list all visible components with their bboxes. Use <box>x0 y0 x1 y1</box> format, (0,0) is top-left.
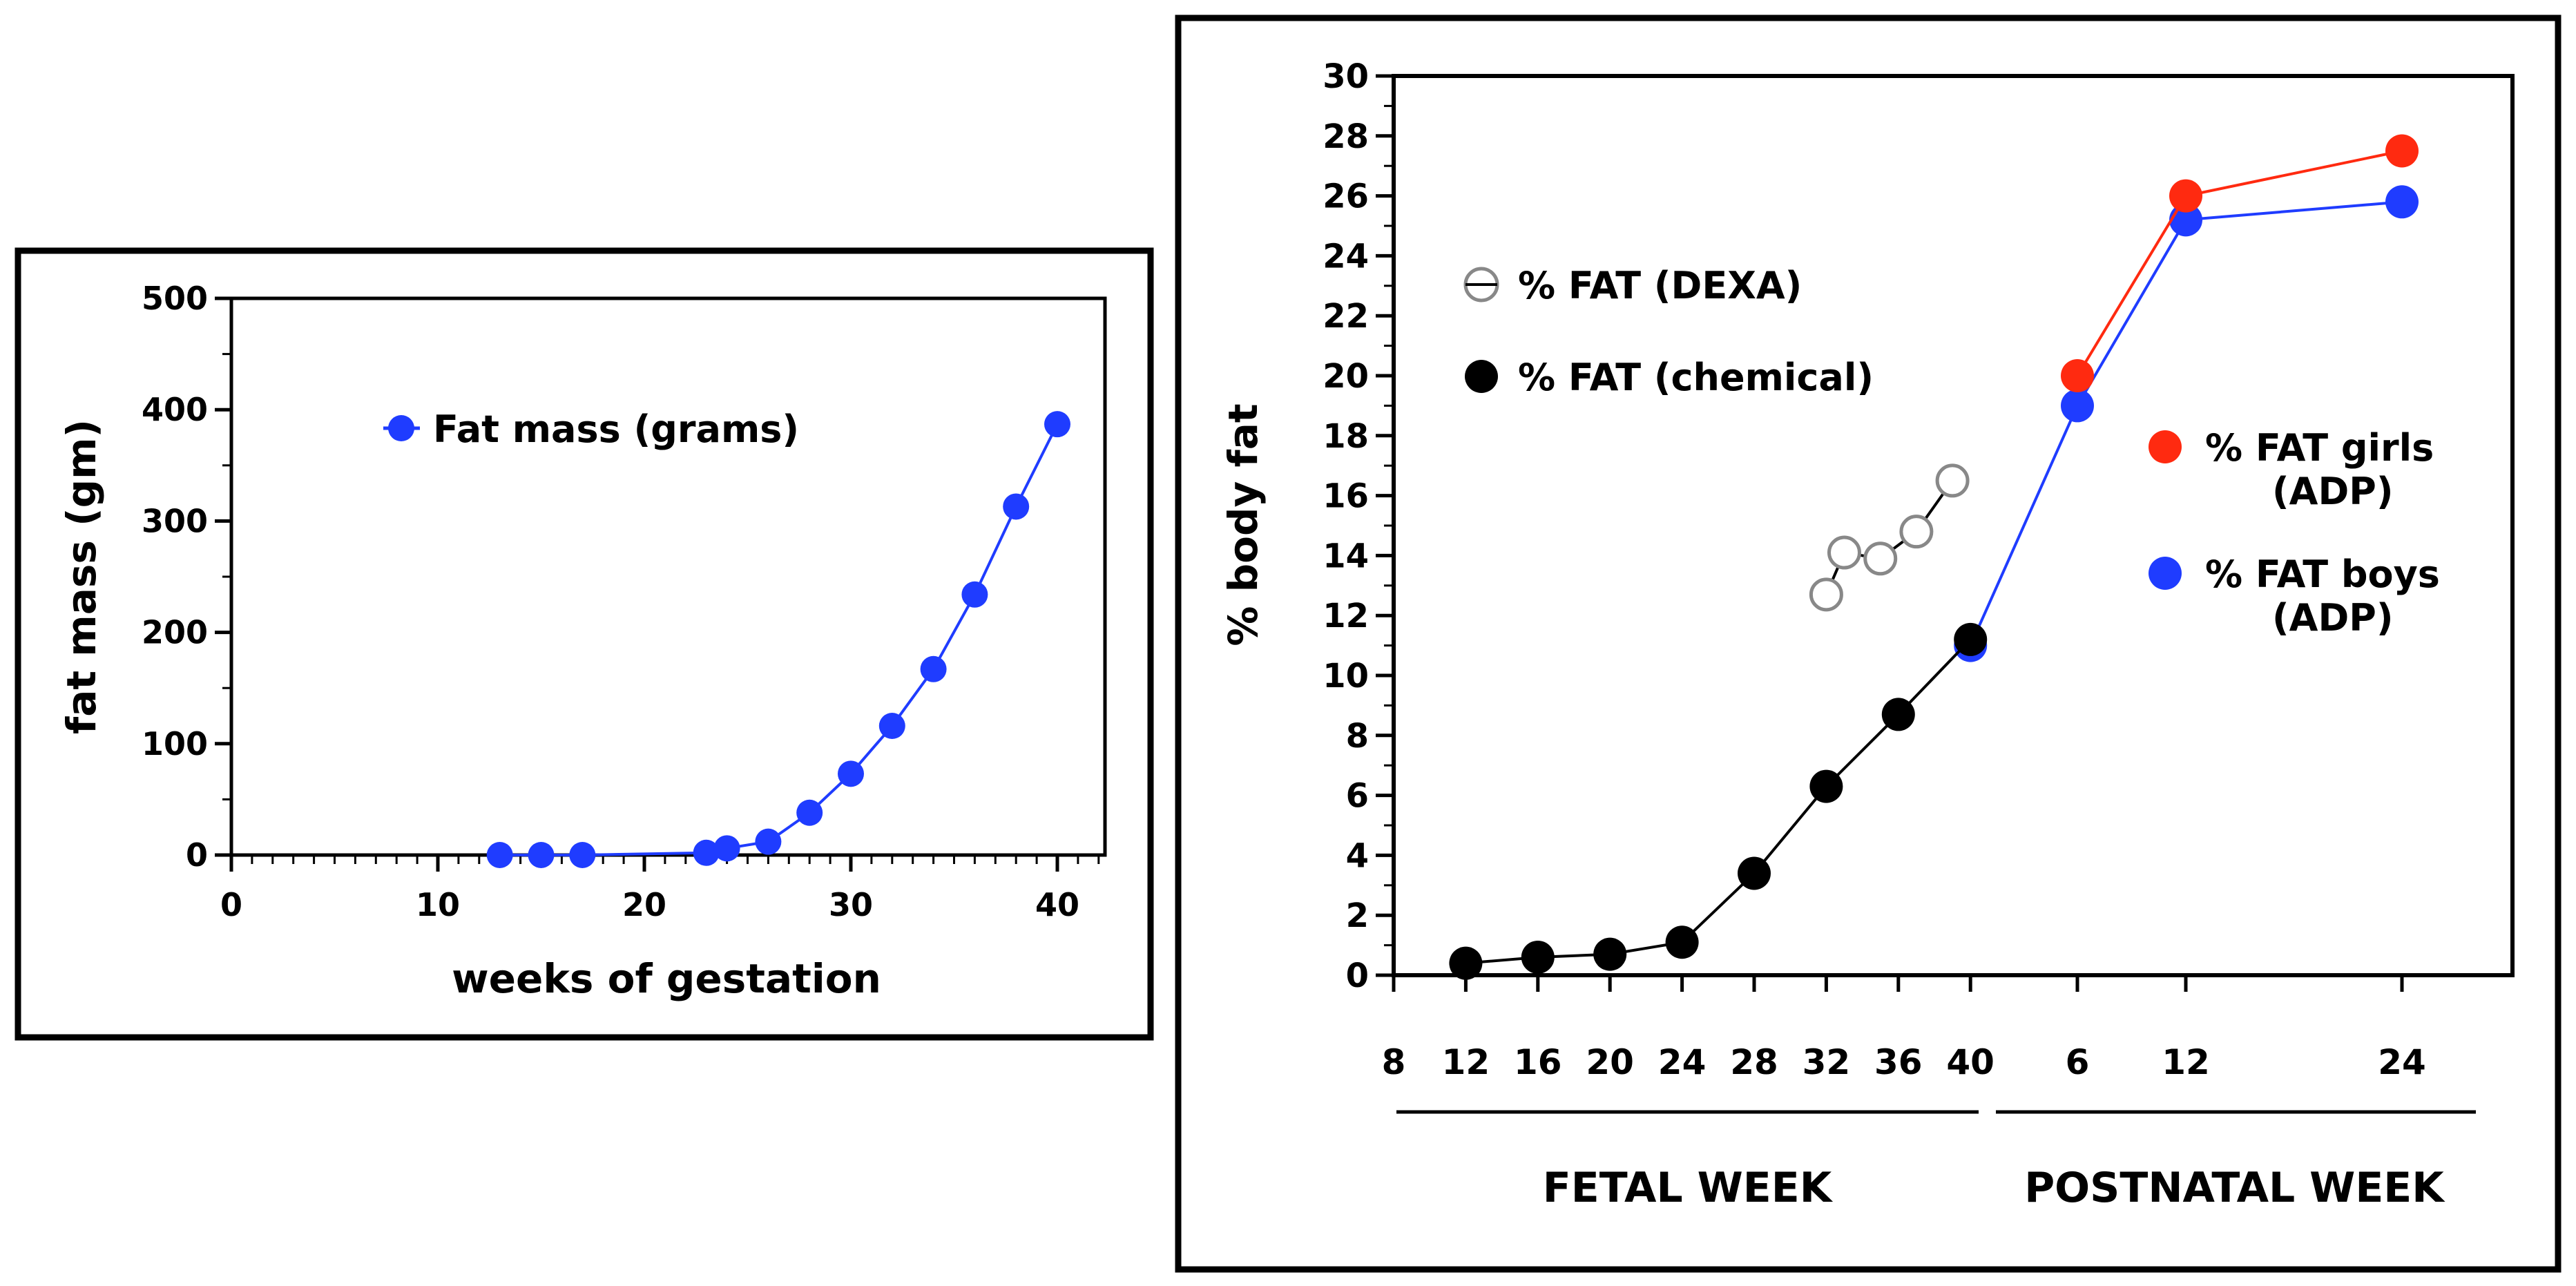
fat-mass-point <box>1003 493 1030 520</box>
fat-mass-legend: Fat mass (grams) <box>383 407 799 451</box>
y-tick-label: 200 <box>142 614 208 651</box>
y-tick-label: 10 <box>1323 657 1369 695</box>
dexa-point <box>1863 541 1898 576</box>
x-tick-label-postnatal: 24 <box>2378 1042 2426 1082</box>
legend-marker-fat-mass <box>388 415 414 441</box>
x-tick-label-fetal: 16 <box>1514 1042 1562 1082</box>
fat-mass-y-label: fat mass (gm) <box>58 419 105 734</box>
y-tick-label: 14 <box>1323 537 1369 575</box>
y-tick-label: 30 <box>1323 57 1369 96</box>
series-point <box>2061 359 2094 392</box>
legend-label-dexa: % FAT (DEXA) <box>1518 264 1802 307</box>
y-tick-label: 0 <box>1346 957 1369 995</box>
legend-label-chemical: % FAT (chemical) <box>1518 356 1874 399</box>
body-fat-legend: % FAT (DEXA) % FAT (chemical) % FAT girl… <box>1463 264 2440 640</box>
series-point <box>2061 389 2094 423</box>
fat-mass-point <box>920 655 947 682</box>
postnatal-week-label: POSTNATAL WEEK <box>2024 1164 2445 1212</box>
fat-mass-point <box>713 835 740 862</box>
legend-label-girls: % FAT girls <box>2205 426 2434 470</box>
y-tick-label: 22 <box>1323 297 1369 336</box>
legend-label-boys-adp: (ADP) <box>2272 596 2394 640</box>
y-tick-label: 100 <box>142 725 208 762</box>
body-fat-series <box>1449 134 2419 980</box>
legend-marker-boys <box>2149 557 2182 590</box>
y-tick-label: 400 <box>142 391 208 428</box>
series-point <box>2385 134 2419 168</box>
y-tick-label: 20 <box>1323 357 1369 396</box>
y-tick-label: 6 <box>1346 777 1369 816</box>
x-tick-label: 20 <box>622 886 666 923</box>
body-fat-panel-frame <box>1175 15 2561 1273</box>
legend-label-fat-mass: Fat mass (grams) <box>433 407 799 451</box>
y-tick-label: 12 <box>1323 597 1369 635</box>
y-tick-label: 8 <box>1346 717 1369 756</box>
x-tick-label-fetal: 32 <box>1803 1042 1851 1082</box>
series-point <box>2385 185 2419 219</box>
legend-label-girls-adp: (ADP) <box>2272 470 2394 513</box>
fat-mass-panel: 0 10 20 30 40 0 100 200 300 400 500 weeks of gest… <box>15 247 1154 1041</box>
fat-mass-point <box>528 842 555 868</box>
legend-label-boys: % FAT boys <box>2205 553 2440 596</box>
x-tick-label-fetal: 20 <box>1586 1042 1634 1082</box>
series-point <box>1521 940 1555 974</box>
y-tick-label: 4 <box>1346 836 1369 875</box>
fat-mass-point <box>693 839 720 866</box>
series-point <box>1738 856 1771 890</box>
fat-mass-point <box>569 842 596 868</box>
fat-mass-series <box>486 411 1070 868</box>
fat-mass-point <box>1044 411 1070 438</box>
fat-mass-point <box>796 799 823 826</box>
y-tick-label: 0 <box>186 836 208 874</box>
fat-mass-point <box>838 760 864 787</box>
x-tick-label-fetal: 36 <box>1874 1042 1923 1082</box>
dexa-point <box>1899 515 1934 549</box>
y-tick-label: 26 <box>1323 177 1369 216</box>
x-tick-label-fetal: 40 <box>1946 1042 1995 1082</box>
series-point <box>1809 769 1843 803</box>
y-tick-label: 500 <box>142 280 208 317</box>
x-tick-label-fetal: 8 <box>1382 1042 1406 1082</box>
x-tick-label: 40 <box>1035 886 1079 923</box>
dexa-point <box>1827 535 1861 570</box>
series-point <box>1954 622 1988 656</box>
y-tick-label: 28 <box>1323 117 1369 156</box>
series-point <box>1449 946 1483 980</box>
x-tick-label: 30 <box>829 886 873 923</box>
body-fat-y-label: % body fat <box>1220 403 1267 646</box>
x-tick-label-fetal: 28 <box>1730 1042 1778 1082</box>
body-fat-x-axis: 8 12 16 20 24 28 32 36 40 6 12 24 <box>1382 975 2426 1082</box>
x-tick-label-postnatal: 12 <box>2162 1042 2210 1082</box>
y-tick-label: 24 <box>1323 237 1369 276</box>
fat-mass-point <box>755 828 782 855</box>
dexa-point <box>1935 463 1970 498</box>
legend-marker-girls <box>2149 430 2182 463</box>
x-tick-label-postnatal: 6 <box>2066 1042 2090 1082</box>
legend-marker-chemical <box>1465 360 1498 393</box>
x-tick-label-fetal: 12 <box>1442 1042 1490 1082</box>
dexa-point <box>1809 577 1843 612</box>
fat-mass-panel-frame <box>15 247 1154 1041</box>
fat-mass-point <box>878 713 905 740</box>
fat-mass-x-label: weeks of gestation <box>452 955 881 1002</box>
y-tick-label: 16 <box>1323 477 1369 516</box>
x-tick-label: 0 <box>220 886 242 923</box>
fat-mass-point <box>486 842 513 868</box>
series-point <box>1593 937 1627 971</box>
fat-mass-y-axis: 0 100 200 300 400 500 <box>142 280 231 874</box>
fat-mass-point <box>961 581 988 608</box>
series-point <box>1881 698 1915 731</box>
y-tick-label: 300 <box>142 502 208 539</box>
y-tick-label: 18 <box>1323 417 1369 456</box>
series-line <box>1969 200 2403 646</box>
series-point <box>2169 179 2202 213</box>
y-tick-label: 2 <box>1346 896 1369 935</box>
fetal-week-label: FETAL WEEK <box>1543 1164 1834 1212</box>
series-point <box>1665 925 1699 959</box>
x-tick-label-fetal: 24 <box>1658 1042 1707 1082</box>
x-tick-label: 10 <box>416 886 460 923</box>
